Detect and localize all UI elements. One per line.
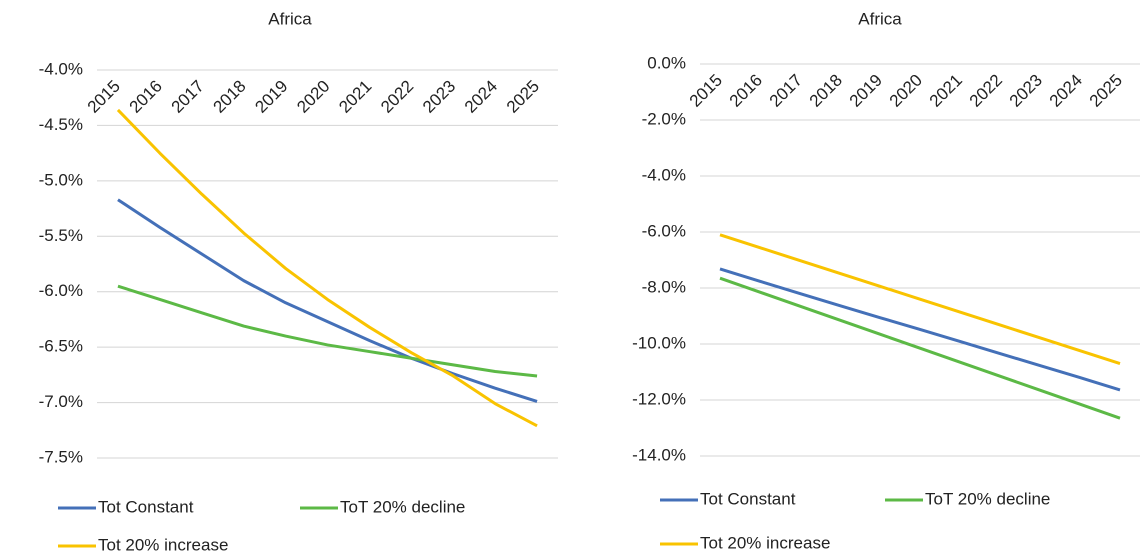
- x-tick-label: 2019: [846, 71, 886, 111]
- x-tick-label: 2025: [1086, 71, 1126, 111]
- legend-label: ToT 20% decline: [340, 497, 465, 516]
- y-tick-label: -4.0%: [39, 59, 83, 78]
- y-tick-label: -14.0%: [632, 445, 686, 464]
- y-tick-label: -12.0%: [632, 389, 686, 408]
- series-line: [117, 284, 538, 378]
- x-tick-label: 2024: [461, 77, 501, 117]
- x-tick-label: 2018: [209, 77, 249, 117]
- y-tick-label: -7.0%: [39, 392, 83, 411]
- y-tick-label: -5.0%: [39, 170, 83, 189]
- series-line: [116, 108, 538, 428]
- series-line: [117, 198, 538, 403]
- series-line: [719, 276, 1121, 420]
- y-tick-label: -6.5%: [39, 337, 83, 356]
- y-tick-label: -7.5%: [39, 447, 83, 466]
- x-tick-label: 2023: [419, 77, 459, 117]
- legend-label: ToT 20% decline: [925, 489, 1050, 508]
- x-tick-label: 2017: [766, 71, 806, 111]
- x-tick-label: 2025: [503, 77, 543, 117]
- x-tick-label: 2021: [926, 71, 966, 111]
- y-tick-label: -10.0%: [632, 333, 686, 352]
- y-tick-label: -6.0%: [39, 281, 83, 300]
- x-tick-label: 2022: [966, 71, 1006, 111]
- x-tick-label: 2017: [168, 77, 208, 117]
- chart-title: Africa: [858, 9, 902, 28]
- x-tick-label: 2016: [126, 77, 166, 117]
- x-tick-label: 2016: [726, 71, 766, 111]
- legend-label: Tot 20% increase: [700, 533, 830, 552]
- x-tick-label: 2018: [806, 71, 846, 111]
- x-tick-label: 2022: [377, 77, 417, 117]
- y-tick-label: -4.0%: [642, 165, 686, 184]
- legend-label: Tot Constant: [700, 489, 796, 508]
- y-tick-label: -2.0%: [642, 109, 686, 128]
- y-tick-label: 0.0%: [647, 53, 686, 72]
- y-tick-label: -6.0%: [642, 221, 686, 240]
- y-tick-label: -5.5%: [39, 226, 83, 245]
- y-tick-label: -8.0%: [642, 277, 686, 296]
- x-tick-label: 2020: [293, 77, 333, 117]
- x-tick-label: 2015: [686, 71, 726, 111]
- x-tick-label: 2019: [251, 77, 291, 117]
- x-tick-label: 2023: [1006, 71, 1046, 111]
- legend-label: Tot 20% increase: [98, 535, 228, 554]
- legend-label: Tot Constant: [98, 497, 194, 516]
- chart-title: Africa: [268, 9, 312, 28]
- series-line: [719, 233, 1121, 366]
- series-line: [719, 267, 1121, 392]
- x-tick-label: 2020: [886, 71, 926, 111]
- x-tick-label: 2024: [1046, 71, 1086, 111]
- y-tick-label: -4.5%: [39, 115, 83, 134]
- x-tick-label: 2021: [335, 77, 375, 117]
